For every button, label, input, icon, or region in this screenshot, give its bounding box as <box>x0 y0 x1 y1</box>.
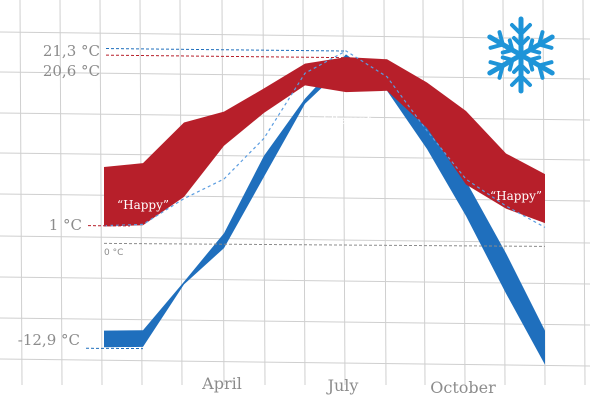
blue-band-area <box>104 54 545 365</box>
indifferent-label: Indifferent <box>306 113 371 127</box>
chart-bands <box>103 50 546 365</box>
x-tick-april: April <box>201 374 242 393</box>
grid-vline <box>59 0 63 386</box>
grid-hline <box>0 358 590 367</box>
reference-lines <box>85 48 546 350</box>
grid-vline <box>262 0 266 386</box>
mean-temperature-dashed-line <box>103 50 546 228</box>
one-degree-label: 1 °C <box>49 216 82 234</box>
red-band-area <box>104 57 545 227</box>
zero-degree-label: 0 °C <box>104 248 123 258</box>
zero-degree-ref-line <box>103 242 546 247</box>
min-temp-label: -12,9 °C <box>18 331 80 349</box>
grid-vline <box>422 0 426 386</box>
happy-right-label: “Happy” <box>490 189 542 203</box>
red-top-temp-label: 20,6 °C <box>43 62 100 80</box>
grid-vline <box>19 0 23 386</box>
grid-vline <box>302 0 306 386</box>
happy-left-label: “Happy” <box>117 198 169 212</box>
x-tick-october: October <box>430 378 496 397</box>
max-temp-label: 21,3 °C <box>43 42 100 60</box>
grid-vline <box>383 0 387 386</box>
grid-vline <box>582 0 586 386</box>
snowflake-icon <box>487 16 555 94</box>
grid-hline <box>0 317 590 326</box>
grid-hline <box>0 276 590 285</box>
max-temp-ref-line <box>105 48 347 52</box>
grid-vline <box>221 0 225 386</box>
grid-vline <box>99 0 103 386</box>
red-top-ref-line <box>105 54 347 59</box>
x-tick-july: July <box>326 376 359 395</box>
grid-hline <box>0 235 590 244</box>
